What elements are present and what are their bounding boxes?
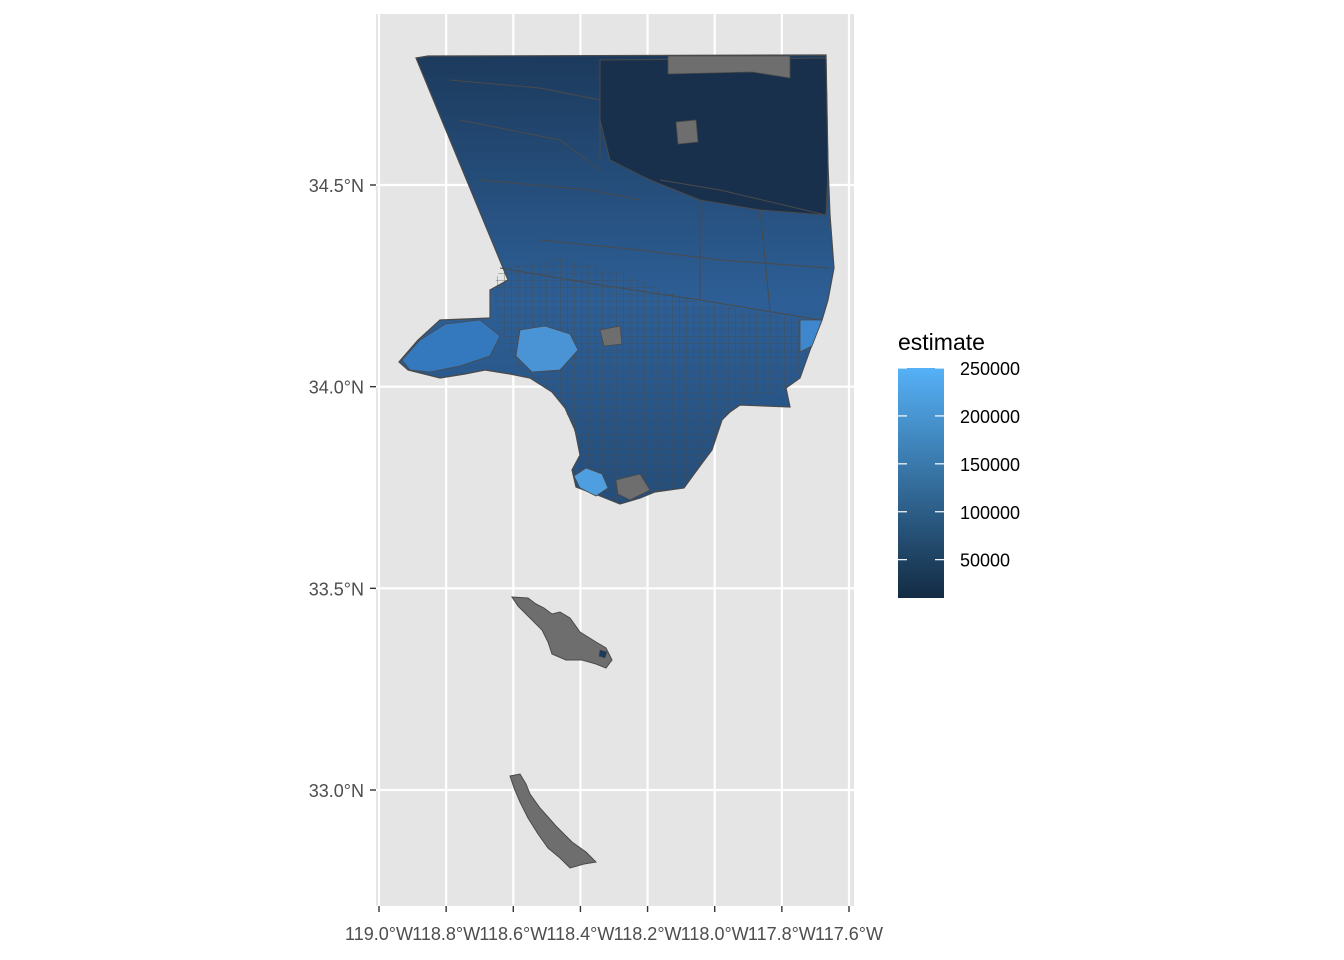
legend-break-label: 150000 [960,455,1020,475]
legend-break-label: 100000 [960,503,1020,523]
island-shape [511,596,613,669]
x-tick-label: 119.0°W [345,924,413,944]
missing-data-area [667,55,791,79]
y-tick-label: 34.0°N [309,378,364,398]
island-shape [509,773,598,869]
missing-data-area [675,119,699,145]
missing-data-area [615,473,651,501]
missing-data-area [599,325,623,347]
x-tick-label: 118.4°W [546,924,614,944]
x-tick-label: 118.2°W [614,924,682,944]
legend-colorbar [898,368,944,598]
y-tick-label: 34.5°N [309,176,364,196]
legend-break-label: 50000 [960,551,1010,571]
legend-break-label: 200000 [960,407,1020,427]
east-edge-tracts [799,319,823,353]
y-tick-label: 33.5°N [309,579,364,599]
legend-break-label: 250000 [960,359,1020,379]
x-tick-label: 117.8°W [748,924,816,944]
x-tick-label: 117.6°W [815,924,883,944]
y-tick-label: 33.0°N [309,781,364,801]
mainland-county [398,54,835,505]
malibu-tracts [401,319,501,373]
y-axis: 34.5°N 34.0°N 33.5°N 33.0°N [309,176,376,801]
legend: estimate 250000 200000 150000 100000 50000 [898,329,1020,598]
x-tick-label: 118.8°W [412,924,480,944]
legend-title: estimate [898,329,985,355]
legend-breaks: 250000 200000 150000 100000 50000 [898,359,1020,571]
san-clemente-island [509,773,598,869]
urban-tract-mesh [492,258,820,502]
santa-catalina-island [511,596,613,669]
northeast-tracts [599,57,829,216]
x-axis: 119.0°W 118.8°W 118.6°W 118.4°W 118.2°W 118.0… [345,906,883,944]
avalon-tract [598,649,608,659]
tract-boundaries [449,60,831,321]
x-tick-label: 118.0°W [681,924,749,944]
westside-tracts [515,325,579,373]
x-tick-label: 118.6°W [479,924,547,944]
palos-verdes-tracts [573,467,609,497]
